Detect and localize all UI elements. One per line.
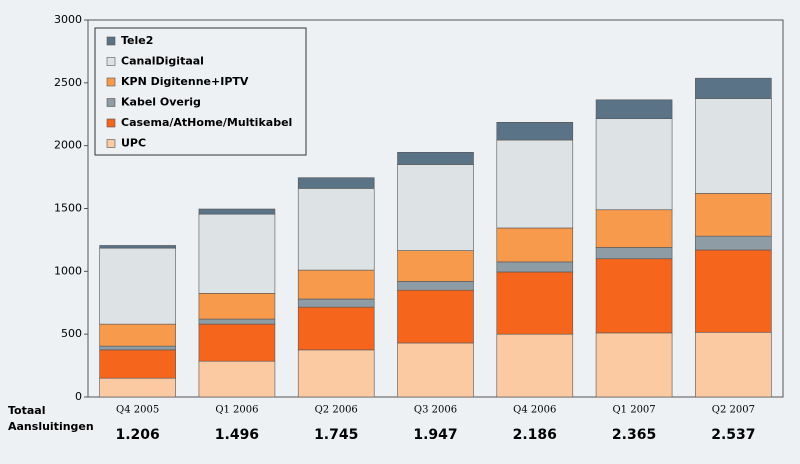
bar-segment bbox=[496, 139, 574, 229]
bar-segment bbox=[297, 269, 375, 300]
bar-segment bbox=[496, 271, 574, 335]
bar-segment bbox=[695, 331, 772, 398]
x-tick-label: Q1 2006 bbox=[215, 405, 258, 416]
bar-segment bbox=[99, 349, 176, 379]
total-value: 1.206 bbox=[115, 427, 159, 443]
total-value: 1.496 bbox=[215, 427, 259, 443]
bar-segment bbox=[595, 258, 673, 334]
total-label: Aansluitingen bbox=[8, 420, 94, 433]
bar-segment bbox=[595, 118, 673, 211]
x-tick-label: Q4 2005 bbox=[116, 405, 159, 416]
bar-segment bbox=[695, 193, 772, 237]
legend-label: Casema/AtHome/Multikabel bbox=[121, 116, 292, 129]
bar-segment bbox=[297, 177, 375, 189]
total-label: Totaal bbox=[8, 404, 45, 417]
legend-label: Tele2 bbox=[121, 34, 153, 47]
legend-swatch bbox=[106, 77, 116, 87]
bar-segment bbox=[297, 306, 375, 351]
bar-segment bbox=[695, 98, 772, 194]
bar-segment bbox=[198, 360, 276, 398]
bar-segment bbox=[297, 188, 375, 271]
total-value: 2.186 bbox=[513, 427, 557, 443]
total-value: 2.365 bbox=[612, 427, 656, 443]
bar-segment bbox=[496, 227, 574, 263]
bar-segment bbox=[397, 152, 474, 165]
bar-segment bbox=[397, 164, 474, 251]
bar-segment bbox=[397, 250, 474, 282]
bar-segment bbox=[99, 245, 176, 249]
legend-label: UPC bbox=[121, 137, 146, 150]
x-tick-label: Q1 2007 bbox=[612, 405, 655, 416]
bar-segment bbox=[397, 342, 474, 398]
legend-swatch bbox=[106, 57, 116, 66]
total-value: 1.745 bbox=[314, 427, 358, 443]
x-tick-label: Q2 2007 bbox=[712, 405, 755, 416]
y-tick-label: 500 bbox=[61, 327, 82, 340]
bar-segment bbox=[297, 298, 375, 308]
bar-segment bbox=[695, 77, 772, 99]
bar-segment bbox=[595, 209, 673, 248]
total-value: 1.947 bbox=[413, 427, 457, 443]
bar-segment bbox=[595, 247, 673, 260]
bar-segment bbox=[397, 281, 474, 291]
bar-segment bbox=[99, 323, 176, 347]
legend-box bbox=[94, 27, 307, 156]
x-tick-label: Q3 2006 bbox=[414, 405, 457, 416]
bar-segment bbox=[496, 333, 574, 398]
x-tick-label: Q4 2006 bbox=[513, 405, 556, 416]
bar-segment bbox=[198, 293, 276, 320]
bar-segment bbox=[99, 377, 176, 398]
y-tick-label: 2500 bbox=[54, 76, 82, 89]
bar-segment bbox=[198, 318, 276, 325]
y-tick-label: 0 bbox=[75, 390, 82, 403]
bar-segment bbox=[595, 332, 673, 398]
bar-segment bbox=[695, 249, 772, 333]
legend-swatch bbox=[106, 118, 116, 128]
legend-swatch bbox=[106, 139, 116, 148]
legend-label: Kabel Overig bbox=[121, 96, 201, 109]
bar-segment bbox=[99, 247, 176, 325]
bar-segment bbox=[496, 261, 574, 273]
y-tick-label: 1000 bbox=[54, 264, 82, 277]
legend-label: KPN Digitenne+IPTV bbox=[121, 75, 249, 88]
legend-label: CanalDigitaal bbox=[121, 55, 204, 68]
bar-segment bbox=[397, 289, 474, 344]
x-tick-label: Q2 2006 bbox=[315, 405, 358, 416]
bar-segment bbox=[198, 213, 276, 294]
y-tick-label: 1500 bbox=[54, 202, 82, 215]
bar-segment bbox=[297, 349, 375, 398]
y-tick-label: 2000 bbox=[54, 139, 82, 152]
y-tick-label: 3000 bbox=[54, 13, 82, 26]
bar-segment bbox=[198, 323, 276, 362]
bar-segment bbox=[695, 235, 772, 251]
total-value: 2.537 bbox=[711, 427, 755, 443]
legend-swatch bbox=[106, 36, 116, 46]
bar-segment bbox=[496, 121, 574, 141]
legend-swatch bbox=[106, 98, 116, 107]
bar-segment bbox=[99, 345, 176, 351]
bar-segment bbox=[595, 99, 673, 119]
bar-segment bbox=[198, 208, 276, 215]
